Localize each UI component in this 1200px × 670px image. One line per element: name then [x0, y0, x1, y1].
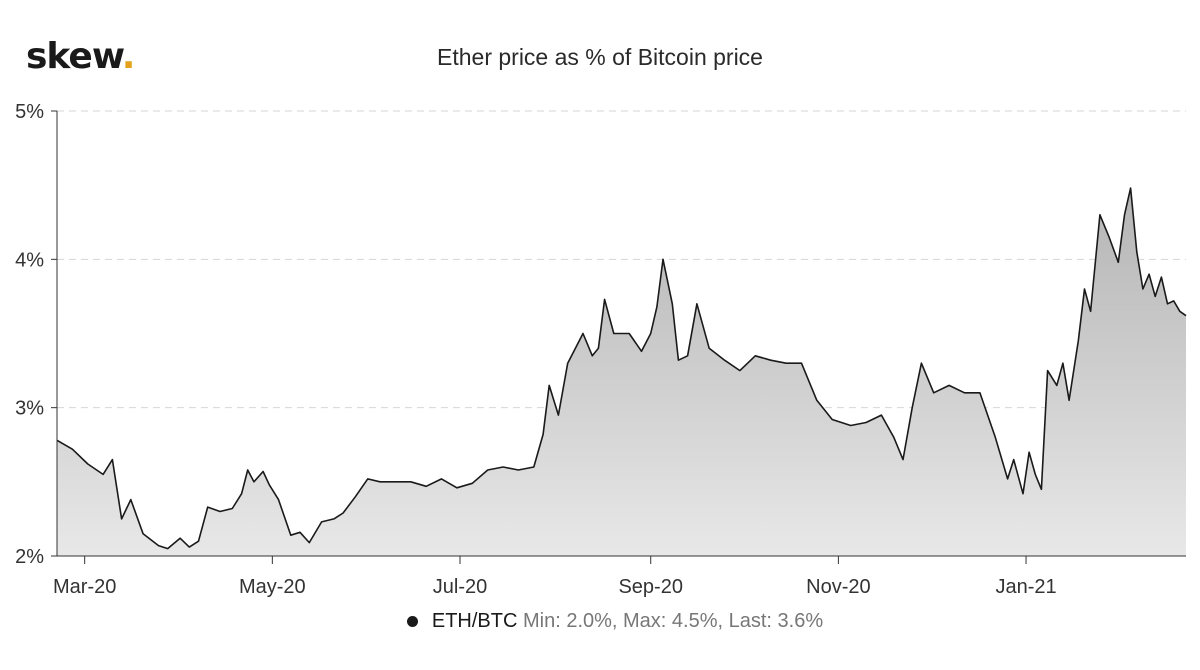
legend-series-name: ETH/BTC [431, 610, 518, 632]
logo-text: skew [26, 36, 123, 77]
y-tick-label: 3% [15, 398, 44, 420]
x-tick-label: May-20 [239, 576, 306, 598]
chart-svg: 2% 3% 4% 5% Mar-20 May-20 Jul-20 Sep-20 Nov-20 J… [15, 101, 1187, 598]
chart-title: Ether price as % of Bitcoin price [437, 44, 763, 70]
x-axis-ticks: Mar-20 May-20 Jul-20 Sep-20 Nov-20 Jan-21 [53, 556, 1057, 598]
y-tick-label: 2% [15, 546, 44, 568]
legend-stats: Min: 2.0%, Max: 4.5%, Last: 3.6% [522, 610, 824, 632]
series-area-eth-btc [57, 188, 1186, 556]
series-line-eth-btc [56, 187, 1187, 550]
x-tick-label: Sep-20 [618, 576, 683, 598]
x-tick-label: Mar-20 [53, 576, 116, 598]
y-tick-label: 5% [15, 101, 44, 123]
y-tick-label: 4% [15, 249, 44, 271]
chart-legend: ETH/BTC Min: 2.0%, Max: 4.5%, Last: 3.6% [0, 610, 1200, 633]
x-tick-label: Jul-20 [433, 576, 487, 598]
x-tick-label: Nov-20 [806, 576, 870, 598]
logo-dot: . [121, 36, 136, 77]
legend-marker [406, 616, 418, 628]
x-tick-label: Jan-21 [995, 576, 1056, 598]
y-axis-tick-labels: 2% 3% 4% 5% [15, 101, 57, 568]
skew-logo: skew. [26, 36, 136, 77]
